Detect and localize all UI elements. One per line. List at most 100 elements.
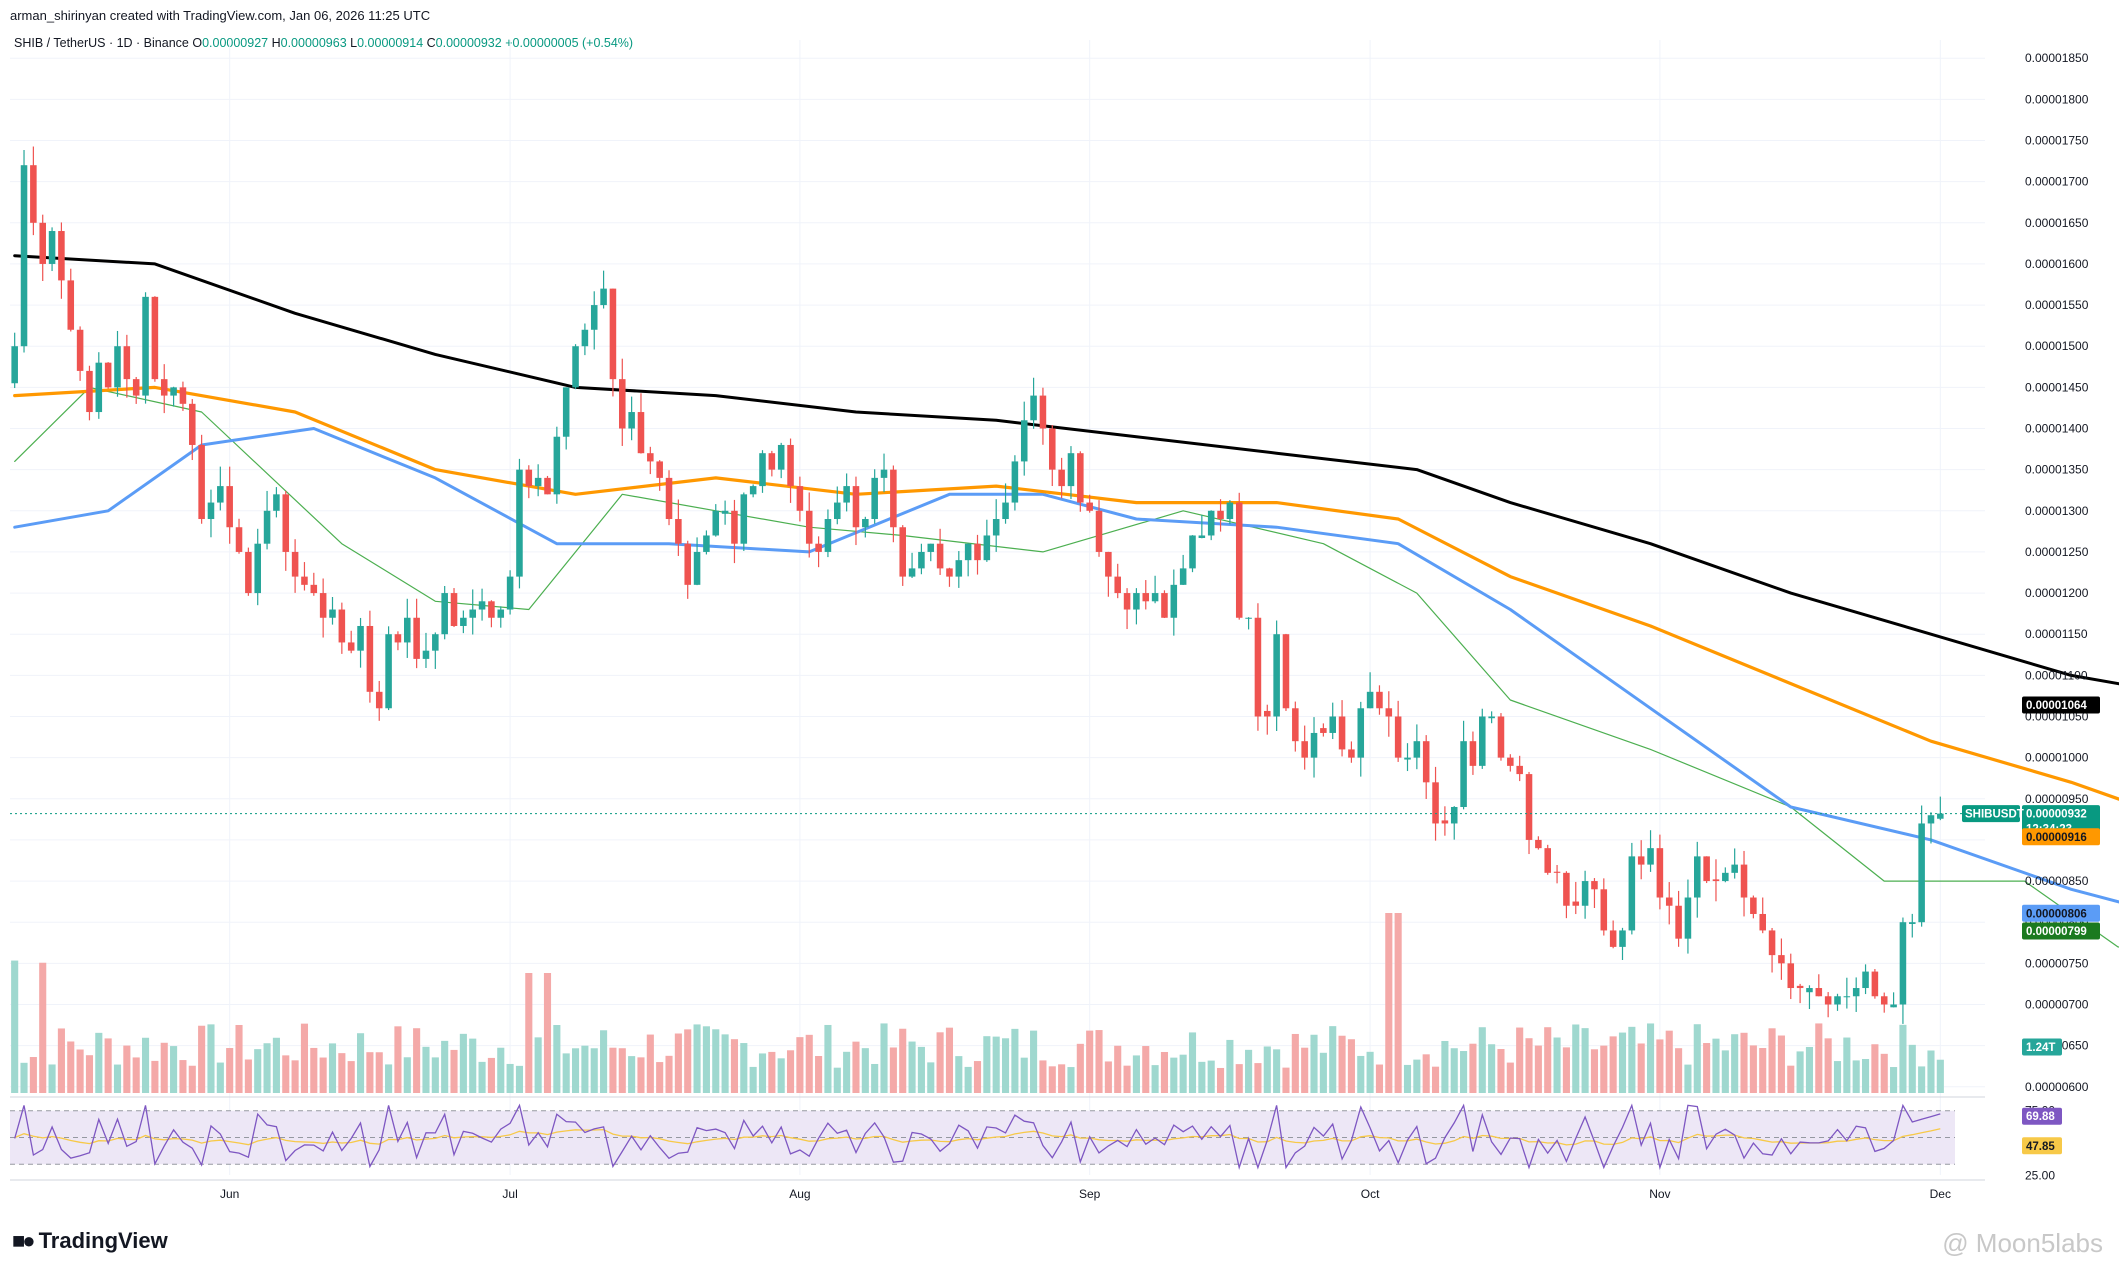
candle-body: [1525, 774, 1533, 840]
candle-body: [843, 486, 850, 503]
candle-body: [67, 280, 75, 330]
volume-bar: [1646, 1023, 1655, 1093]
chart-credit: arman_shirinyan created with TradingView…: [10, 8, 431, 23]
volume-bar: [403, 1057, 411, 1093]
volume-bar: [880, 1023, 888, 1093]
volume-bar: [1843, 1037, 1851, 1093]
candle-body: [497, 609, 505, 618]
volume-bar: [338, 1053, 346, 1093]
candle-body: [123, 346, 131, 380]
price-tag-value: 0.00000806: [2026, 908, 2087, 920]
candle-body: [273, 494, 280, 511]
rsi-ma-line: [14, 1128, 1941, 1146]
candle-body: [974, 543, 981, 561]
price-tick-label: 0.00001700: [2025, 175, 2089, 189]
candle-body: [179, 387, 187, 404]
price-tag-value: 0.00000799: [2026, 926, 2087, 938]
price-tags: 0.000010640.0000093212:34:23SHIBUSDT0.00…: [1962, 696, 2100, 1155]
volume-bar: [777, 1058, 785, 1093]
candle-body: [1731, 864, 1738, 873]
volume-bar: [646, 1034, 654, 1093]
volume-bar: [11, 960, 19, 1093]
volume-bar: [39, 962, 47, 1093]
rsi-line: [14, 1103, 1941, 1170]
candle-body: [862, 519, 869, 528]
candle-body: [1320, 728, 1327, 733]
price-tick-label: 0.00001600: [2025, 257, 2089, 271]
candle-body: [39, 222, 46, 264]
candle-body: [590, 305, 598, 330]
volume-bar: [833, 1067, 841, 1093]
candle-body: [189, 403, 196, 445]
candle-body: [1609, 930, 1617, 947]
candle-body: [1806, 988, 1813, 993]
candle-body: [908, 568, 916, 577]
volume-bar: [1590, 1049, 1599, 1093]
volume-bar: [721, 1034, 729, 1093]
volume-bar: [1235, 1064, 1243, 1093]
volume-bar: [936, 1032, 944, 1093]
candle-body: [1123, 593, 1131, 610]
volume-bar: [1254, 1063, 1262, 1093]
moving-averages: [13, 254, 2119, 948]
candle-body: [983, 535, 991, 561]
candle-body: [58, 231, 65, 281]
price-tick-label: 0.00001400: [2025, 422, 2089, 436]
volume-bar: [1890, 1067, 1898, 1093]
candle-body: [1750, 897, 1757, 914]
candle-body: [375, 691, 383, 709]
volume-bar: [1469, 1043, 1477, 1093]
volume-bar: [543, 973, 552, 1093]
volume-bars: [11, 913, 1944, 1093]
tradingview-logo: ■● TradingView: [12, 1228, 168, 1254]
volume-bar: [1740, 1032, 1748, 1093]
candle-body: [918, 551, 925, 569]
candle-body: [450, 593, 458, 626]
candle-body: [1049, 428, 1056, 470]
candle-body: [637, 412, 645, 454]
volume-tag-value: 1.24T: [2026, 1042, 2055, 1054]
volume-bar: [141, 1037, 150, 1093]
candle-body: [1675, 905, 1682, 939]
candle-body: [1768, 930, 1776, 956]
volume-bar: [57, 1028, 65, 1093]
candle-body: [1254, 617, 1262, 717]
candle-body: [1020, 420, 1028, 462]
volume-bar: [385, 1064, 393, 1093]
rsi-ma-tag-bg: [2022, 1137, 2062, 1155]
candle-body: [114, 346, 121, 388]
volume-bar: [1263, 1046, 1271, 1093]
candle-body: [516, 469, 523, 577]
volume-bar: [1731, 1034, 1739, 1093]
candle-body: [1338, 716, 1346, 750]
volume-bar: [123, 1045, 131, 1093]
symbol-tag-text: SHIBUSDT: [1965, 809, 2024, 821]
volume-bar: [1301, 1047, 1309, 1093]
price-tick-label: 0.00001650: [2025, 216, 2089, 230]
candle-body: [1217, 510, 1224, 520]
candle-body: [1852, 988, 1860, 997]
price-tick-label: 0.00001550: [2025, 298, 2089, 312]
candle-body: [731, 510, 738, 544]
time-tick-label: Jun: [220, 1187, 239, 1201]
price-tick-label: 0.00001750: [2025, 134, 2089, 148]
volume-bar: [861, 1048, 869, 1093]
candle-body: [936, 543, 944, 569]
price-tick-label: 0.00001200: [2025, 586, 2089, 600]
candle-body: [787, 444, 794, 487]
change-value: +0.00000005 (+0.54%): [505, 36, 634, 50]
volume-bar: [1749, 1045, 1757, 1093]
open-value: 0.00000927: [202, 36, 269, 50]
volume-bar: [1759, 1048, 1767, 1093]
candle-body: [562, 387, 570, 437]
candle-body: [1899, 922, 1907, 1005]
volume-bar: [1291, 1033, 1299, 1093]
candle-body: [581, 329, 589, 347]
symbol-legend: SHIB / TetherUS · 1D · Binance O0.000009…: [14, 36, 633, 50]
candle-body: [160, 379, 168, 396]
volume-bar: [1516, 1027, 1524, 1093]
volume-bar: [1104, 1061, 1112, 1093]
price-tick-label: 0.00000600: [2025, 1080, 2089, 1094]
price-tag: 0.00000916: [2022, 828, 2100, 846]
